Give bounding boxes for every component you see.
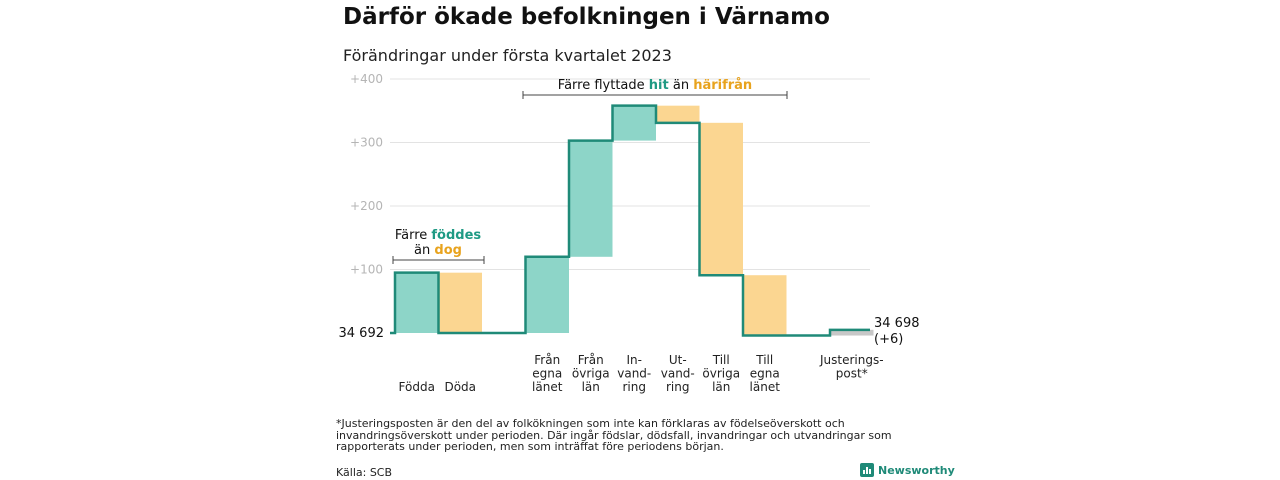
category-label: län	[582, 380, 600, 394]
bar-adjustment	[830, 329, 874, 336]
source-note: Källa: SCB	[336, 466, 393, 479]
annotation-highlight-decrease: härifrån	[693, 78, 752, 93]
category-label: vand-	[617, 367, 651, 381]
annotation-births-line1: Färre föddes	[395, 228, 482, 243]
category-label: Från	[534, 353, 560, 367]
bar-increase	[525, 256, 569, 333]
y-tick-label: +300	[350, 136, 383, 150]
line-layer	[390, 104, 870, 337]
category-label: Till	[755, 353, 773, 367]
category-label: Justerings-	[819, 353, 884, 367]
bar-increase	[569, 140, 613, 257]
bar-decrease	[699, 122, 743, 276]
annotation-text: än	[414, 243, 434, 258]
category-label: övriga	[572, 367, 610, 381]
category-label: ring	[666, 380, 690, 394]
y-tick-label: +400	[350, 72, 383, 86]
category-label: In-	[627, 353, 642, 367]
newsworthy-icon	[860, 463, 874, 477]
brand-logo: Newsworthy	[860, 463, 955, 477]
category-label: egna	[750, 367, 780, 381]
bar-decrease	[438, 272, 482, 333]
category-label: övriga	[702, 367, 740, 381]
bar-increase	[612, 105, 656, 141]
annotation-births-line2: än dog	[414, 243, 462, 258]
end-change-label: (+6)	[874, 332, 903, 347]
y-tick-label: +100	[350, 263, 383, 277]
cumulative-step-line	[390, 104, 870, 337]
annotation-migration: Färre flyttade hit än härifrån	[558, 78, 752, 93]
end-value-label: 34 698	[874, 316, 920, 331]
grid-layer: +100 +200 +300 +400	[350, 72, 870, 277]
chart-title: Därför ökade befolkningen i Värnamo	[343, 4, 830, 30]
category-label: egna	[532, 367, 562, 381]
brand-name: Newsworthy	[878, 463, 955, 477]
annotation-highlight-decrease: dog	[434, 243, 462, 258]
category-label: länet	[750, 380, 781, 394]
category-label: Födda	[399, 380, 435, 394]
waterfall-chart: +100 +200 +300 +400 34 692 34 698(+6) Födda Dö…	[339, 72, 920, 394]
annotation-text: Färre flyttade	[558, 78, 649, 93]
bar-decrease	[743, 275, 787, 336]
bar-decrease	[656, 105, 700, 123]
annotation-text: Färre	[395, 228, 432, 243]
category-label: post*	[836, 367, 868, 381]
start-value-label: 34 692	[339, 326, 385, 341]
footnote: *Justeringsposten är den del av folkökni…	[336, 417, 892, 453]
annotation-highlight-increase: hit	[649, 78, 669, 93]
category-label: Ut-	[669, 353, 687, 367]
annotation-highlight-increase: föddes	[431, 228, 481, 243]
bar-increase	[395, 272, 439, 333]
category-label: Till	[712, 353, 730, 367]
category-label: länet	[532, 380, 563, 394]
y-tick-label: +200	[350, 199, 383, 213]
category-label: län	[712, 380, 730, 394]
category-label: ring	[623, 380, 647, 394]
annotation-text: än	[669, 78, 693, 93]
bars-layer	[395, 105, 874, 336]
chart-subtitle: Förändringar under första kvartalet 2023	[343, 46, 672, 65]
category-label: Döda	[444, 380, 476, 394]
category-label: Från	[578, 353, 604, 367]
category-label: vand-	[661, 367, 695, 381]
